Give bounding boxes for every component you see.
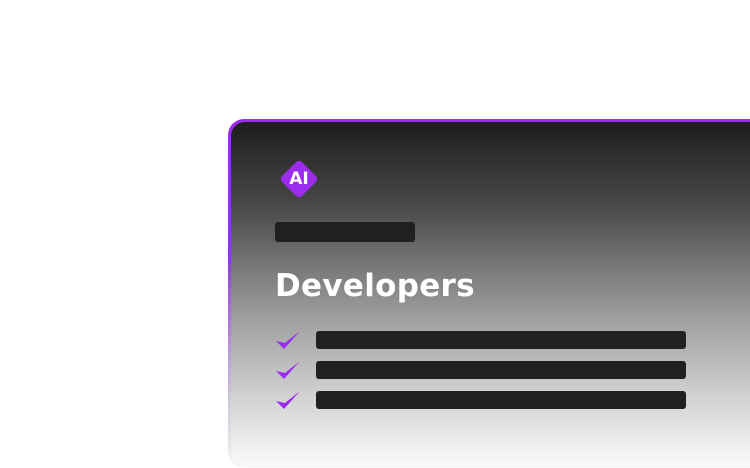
check-icon xyxy=(276,331,300,349)
ai-logo-icon: AI xyxy=(277,157,321,201)
check-icon xyxy=(276,391,300,409)
subtitle-placeholder-bar xyxy=(275,222,415,242)
check-icon xyxy=(276,361,300,379)
card-title: Developers xyxy=(275,268,475,304)
feature-placeholder-bar xyxy=(316,361,686,379)
feature-placeholder-bar xyxy=(316,391,686,409)
feature-placeholder-bar xyxy=(316,331,686,349)
logo-text: AI xyxy=(289,169,309,189)
